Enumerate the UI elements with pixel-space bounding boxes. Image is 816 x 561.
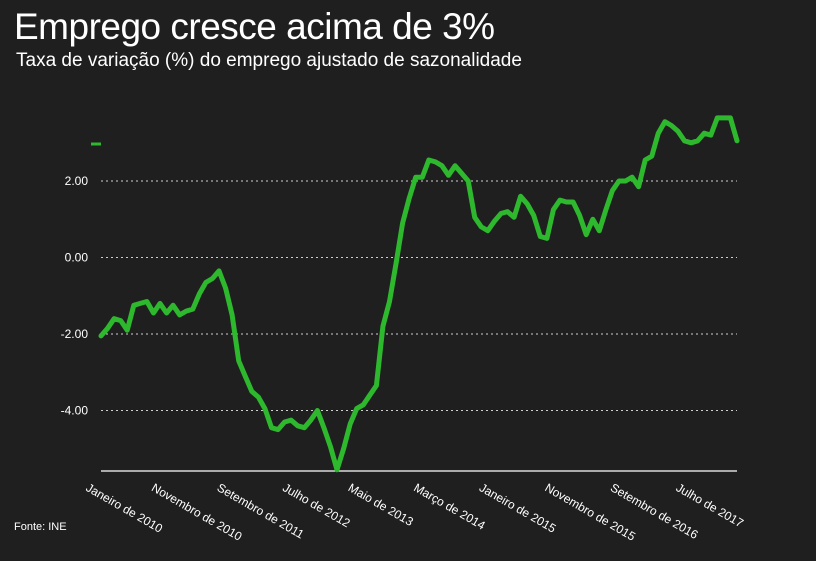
y-tick-label: 2.00	[65, 174, 89, 188]
x-tick-label: Março de 2014	[411, 480, 488, 532]
source-note: Fonte: INE	[14, 521, 67, 533]
chart-subtitle: Taxa de variação (%) do emprego ajustado…	[16, 50, 522, 71]
y-tick-label: 0.00	[65, 251, 89, 265]
y-tick-label: -2.00	[61, 327, 89, 341]
chart-title: Emprego cresce acima de 3%	[14, 6, 495, 47]
x-tick-label: Maio de 2013	[346, 480, 416, 529]
series-line-emprego	[98, 115, 740, 473]
gridlines	[101, 180, 737, 411]
y-tick-label: -4.00	[61, 404, 89, 418]
y-axis-ticks: 2.00 0.00 -2.00 -4.00	[61, 174, 89, 418]
